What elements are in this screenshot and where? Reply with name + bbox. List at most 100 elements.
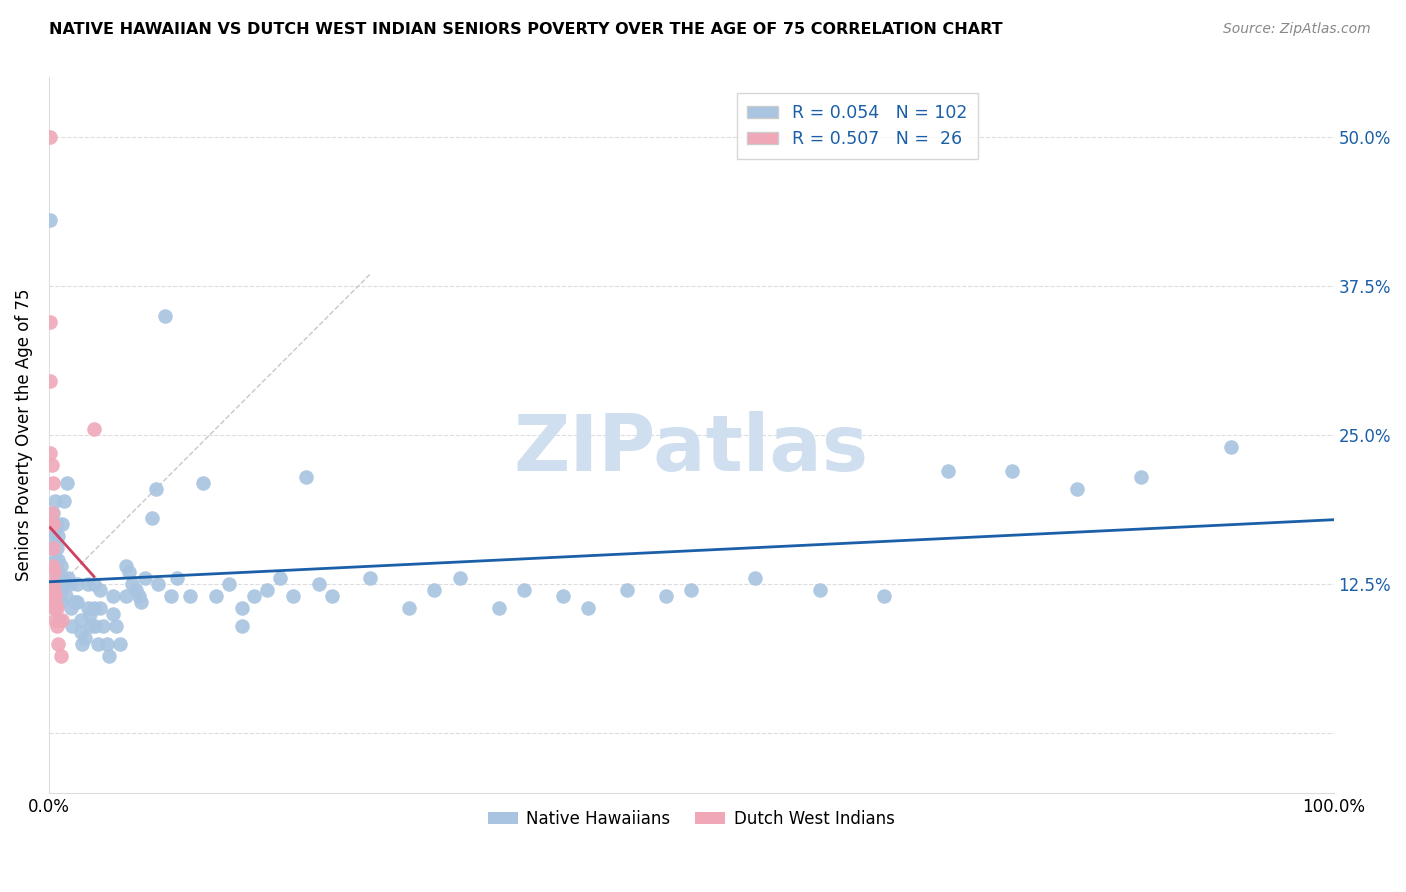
Point — [256, 582, 278, 597]
Point — [51, 613, 73, 627]
Point — [398, 600, 420, 615]
Point — [42, 577, 65, 591]
Point — [80, 619, 103, 633]
Point — [45, 541, 67, 556]
Point — [616, 582, 638, 597]
Point — [654, 589, 676, 603]
Point — [41, 458, 63, 472]
Point — [58, 577, 80, 591]
Point — [873, 589, 896, 603]
Point — [160, 589, 183, 603]
Point — [39, 375, 62, 389]
Point — [42, 559, 65, 574]
Point — [103, 607, 125, 621]
Point — [56, 475, 79, 490]
Point — [73, 631, 96, 645]
Point — [91, 619, 114, 633]
Point — [66, 577, 89, 591]
Point — [42, 565, 65, 579]
Point — [63, 595, 86, 609]
Point — [308, 577, 330, 591]
Point — [44, 595, 66, 609]
Point — [423, 582, 446, 597]
Point — [269, 571, 291, 585]
Point — [115, 589, 138, 603]
Point — [104, 619, 127, 633]
Point — [41, 517, 63, 532]
Point — [41, 541, 63, 556]
Point — [131, 595, 153, 609]
Point — [83, 577, 105, 591]
Point — [53, 577, 76, 591]
Point — [44, 613, 66, 627]
Point — [117, 565, 139, 579]
Point — [808, 582, 831, 597]
Point — [84, 619, 107, 633]
Point — [42, 600, 65, 615]
Point — [295, 469, 318, 483]
Point — [49, 559, 72, 574]
Point — [83, 422, 105, 436]
Text: ZIPatlas: ZIPatlas — [513, 411, 869, 487]
Point — [46, 553, 69, 567]
Point — [1001, 464, 1024, 478]
Point — [121, 577, 143, 591]
Point — [42, 589, 65, 603]
Point — [359, 571, 381, 585]
Point — [134, 571, 156, 585]
Point — [115, 559, 138, 574]
Point — [1066, 482, 1088, 496]
Point — [449, 571, 471, 585]
Text: Source: ZipAtlas.com: Source: ZipAtlas.com — [1223, 22, 1371, 37]
Point — [48, 613, 70, 627]
Point — [60, 619, 83, 633]
Point — [141, 511, 163, 525]
Text: NATIVE HAWAIIAN VS DUTCH WEST INDIAN SENIORS POVERTY OVER THE AGE OF 75 CORRELAT: NATIVE HAWAIIAN VS DUTCH WEST INDIAN SEN… — [49, 22, 1002, 37]
Point — [49, 595, 72, 609]
Point — [125, 582, 148, 597]
Point — [49, 582, 72, 597]
Point — [218, 577, 240, 591]
Point — [42, 524, 65, 538]
Point — [45, 582, 67, 597]
Point — [76, 600, 98, 615]
Point — [42, 506, 65, 520]
Point — [145, 482, 167, 496]
Point — [243, 589, 266, 603]
Point — [70, 624, 93, 639]
Point — [39, 315, 62, 329]
Point — [48, 589, 70, 603]
Point — [103, 589, 125, 603]
Point — [59, 600, 82, 615]
Point — [83, 600, 105, 615]
Point — [681, 582, 703, 597]
Point — [66, 595, 89, 609]
Point — [79, 607, 101, 621]
Point — [153, 309, 176, 323]
Point — [55, 589, 77, 603]
Point — [41, 506, 63, 520]
Point — [42, 475, 65, 490]
Point — [45, 600, 67, 615]
Point — [96, 637, 118, 651]
Point — [70, 613, 93, 627]
Point — [42, 529, 65, 543]
Point — [44, 493, 66, 508]
Point — [146, 577, 169, 591]
Point — [936, 464, 959, 478]
Point — [44, 589, 66, 603]
Point — [231, 619, 253, 633]
Point — [45, 619, 67, 633]
Point — [108, 637, 131, 651]
Point — [87, 637, 110, 651]
Point — [76, 577, 98, 591]
Point — [58, 571, 80, 585]
Point — [45, 571, 67, 585]
Point — [48, 577, 70, 591]
Point — [46, 529, 69, 543]
Point — [98, 648, 121, 663]
Point — [51, 517, 73, 532]
Point — [179, 589, 201, 603]
Point — [231, 600, 253, 615]
Point — [42, 582, 65, 597]
